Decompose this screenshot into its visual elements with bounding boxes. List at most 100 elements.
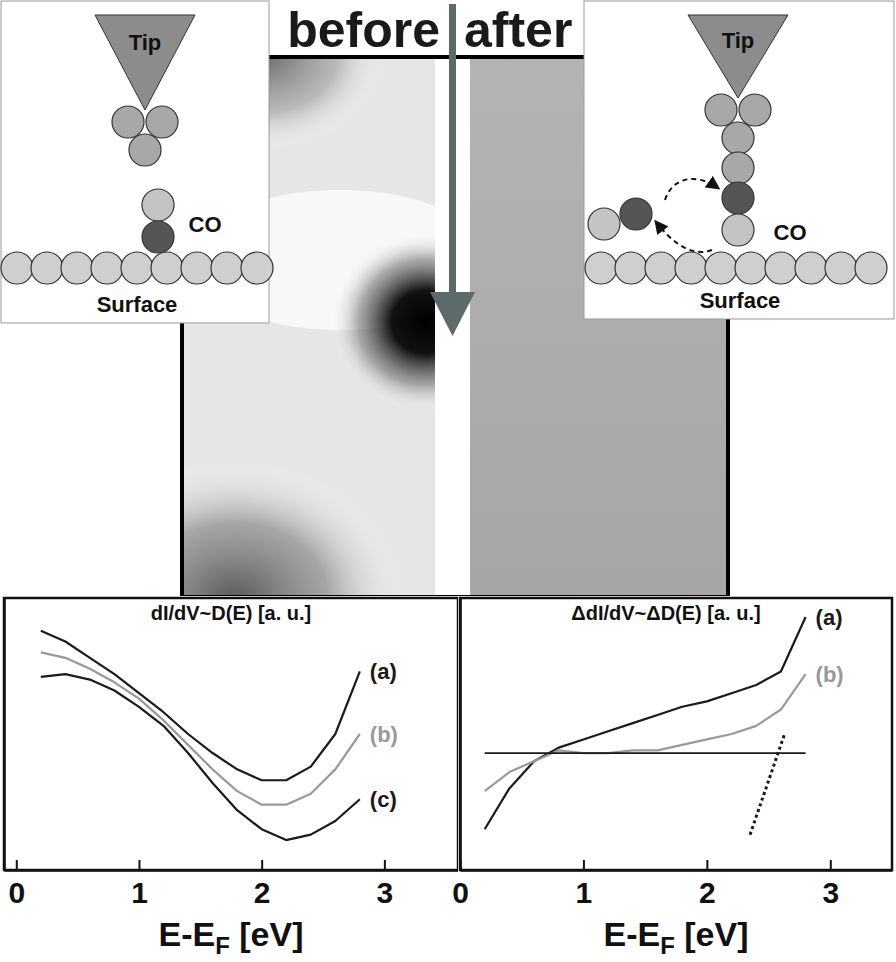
reference-line: [485, 752, 806, 754]
plot-frame: [460, 598, 892, 870]
atom: [620, 198, 652, 230]
x-tick-mark: [583, 860, 585, 870]
atom: [615, 252, 647, 284]
atom: [142, 189, 174, 221]
atom: [146, 106, 178, 138]
atom: [722, 214, 754, 246]
header-after: after: [464, 2, 572, 58]
atom: [112, 106, 144, 138]
x-tick: 0: [8, 860, 25, 909]
tip: [95, 15, 195, 110]
tip-label: Tip: [129, 30, 162, 55]
atom: [765, 252, 797, 284]
x-tick-label: 2: [254, 876, 271, 909]
atom: [181, 252, 213, 284]
x-tick: 1: [131, 860, 148, 909]
y-axis-line: [459, 599, 462, 871]
x-tick-mark: [384, 860, 386, 870]
molecule-label: CO: [189, 212, 222, 237]
inset-after: Tip CO Surface: [584, 1, 894, 319]
series-label: (c): [370, 787, 397, 812]
series-label: (b): [816, 662, 844, 687]
atom: [588, 208, 620, 240]
plot-data: [41, 631, 360, 840]
x-axis-title: E-EF [eV]: [158, 915, 303, 959]
tip-label: Tip: [722, 28, 755, 53]
x-tick: 1: [576, 860, 593, 909]
atom: [31, 252, 63, 284]
atom: [645, 252, 677, 284]
x-tick-mark: [706, 860, 708, 870]
x-tick-label: 2: [699, 876, 716, 909]
move-arrow: [656, 222, 712, 252]
x-tick-mark: [261, 860, 263, 870]
y-axis-line: [3, 599, 6, 871]
atom: [675, 252, 707, 284]
plot-frame: [4, 598, 458, 870]
atom: [722, 122, 754, 154]
inset-before: Tip CO Surface: [1, 1, 273, 323]
atom: [585, 252, 617, 284]
atom: [705, 94, 737, 126]
x-axis-line: [461, 869, 893, 872]
x-tick-mark: [460, 860, 462, 870]
panel-title: dI/dV~D(E) [a. u.]: [151, 602, 312, 624]
atom: [722, 152, 754, 184]
plot-data: [485, 617, 806, 835]
series-label: (b): [370, 722, 398, 747]
atom: [1, 252, 33, 284]
atom: [211, 252, 243, 284]
spectrum-line: [41, 674, 360, 840]
panel-title: ΔdI/dV~ΔD(E) [a. u.]: [571, 602, 760, 624]
x-tick: 0: [452, 860, 469, 909]
spectrum-line: [485, 617, 806, 829]
atom: [91, 252, 123, 284]
spectrum-line: [485, 674, 806, 791]
surface-label: Surface: [97, 292, 178, 317]
x-axis-title: E-EF [eV]: [603, 915, 748, 959]
chart-panel: 0 1 2 3 (a) (b) ΔdI/dV~ΔD(E) [a. u.] E-EF [eV]: [452, 596, 894, 959]
header-before: before: [287, 2, 440, 58]
atom: [739, 94, 771, 126]
atom: [795, 252, 827, 284]
atom: [142, 221, 174, 253]
y-axis: [4, 599, 5, 871]
x-tick: 3: [822, 860, 839, 909]
chart-panel: 0 1 2 3 (a) (b) (c) dI/dV~D(E) [a. u.] E-EF [eV]: [2, 596, 460, 959]
y-axis: [460, 599, 461, 871]
atom: [151, 252, 183, 284]
atom: [241, 252, 273, 284]
x-tick-label: 1: [131, 876, 148, 909]
x-tick: 2: [254, 860, 271, 909]
atom: [705, 252, 737, 284]
spectrum-line: [41, 652, 360, 804]
series-label: (a): [370, 659, 397, 684]
x-axis: 0 1 2 3: [452, 860, 892, 909]
x-axis-line: [5, 869, 459, 872]
x-axis: 0 1 2 3: [5, 860, 459, 909]
surface-label: Surface: [700, 288, 781, 313]
atom: [722, 182, 754, 214]
tip: [688, 15, 788, 98]
x-tick-mark: [16, 860, 18, 870]
time-arrow: [430, 4, 475, 336]
reference-line: [750, 734, 785, 835]
atom: [121, 252, 153, 284]
atom: [735, 252, 767, 284]
x-tick-mark: [138, 860, 140, 870]
molecule-label: CO: [774, 220, 807, 245]
x-tick-mark: [830, 860, 832, 870]
atom: [825, 252, 857, 284]
x-tick-label: 0: [452, 876, 469, 909]
x-tick-label: 3: [377, 876, 394, 909]
move-arrow: [665, 179, 718, 200]
series-label: (a): [816, 605, 843, 630]
atom: [855, 252, 887, 284]
atom: [129, 134, 161, 166]
x-tick: 2: [699, 860, 716, 909]
x-tick-label: 0: [8, 876, 25, 909]
figure: before after Tip CO Surface Tip CO Surface 0 1 2 3 (…: [0, 0, 896, 962]
x-tick-label: 3: [822, 876, 839, 909]
atom: [61, 252, 93, 284]
x-tick-label: 1: [576, 876, 593, 909]
